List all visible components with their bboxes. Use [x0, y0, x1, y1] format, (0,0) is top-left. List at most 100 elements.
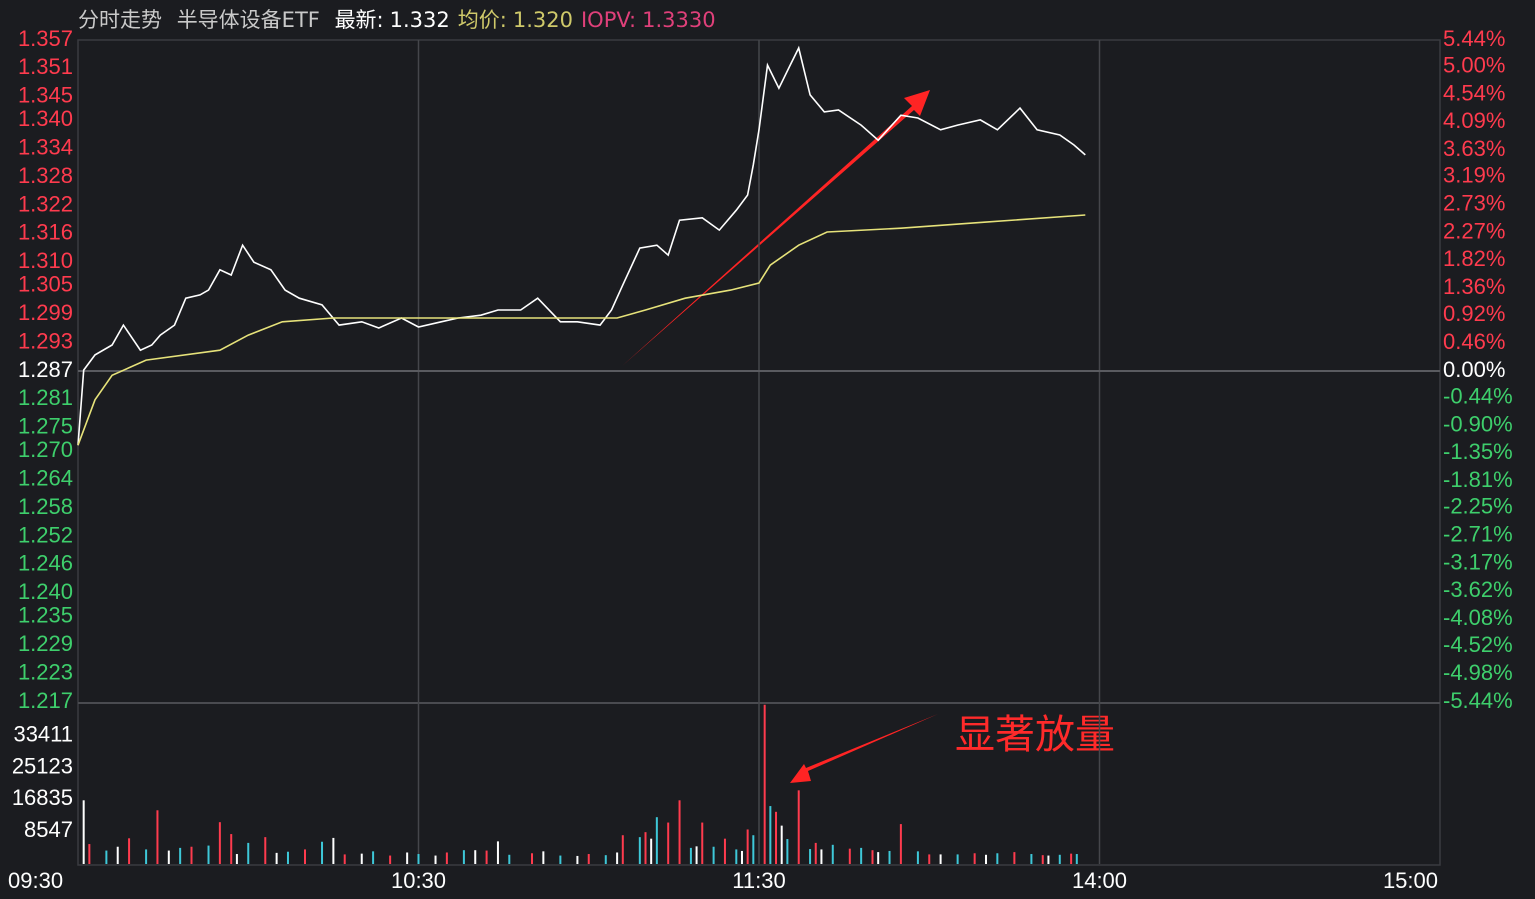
- volume-tick-label: 8547: [24, 817, 73, 842]
- y-tick-label: 1.270: [18, 437, 73, 462]
- stat: 最新: 1.332: [335, 8, 450, 32]
- volume-bar: [899, 824, 902, 864]
- volume-bar: [1075, 854, 1078, 864]
- y2-tick-label: 3.63%: [1443, 136, 1505, 161]
- y-tick-label: 1.357: [18, 26, 73, 51]
- volume-bar: [667, 822, 670, 864]
- volume-bar: [508, 854, 511, 864]
- y2-tick-label: 1.36%: [1443, 274, 1505, 299]
- volume-bar: [406, 852, 409, 864]
- y2-tick-label: 4.54%: [1443, 81, 1505, 106]
- volume-bar: [116, 846, 119, 864]
- volume-bar: [434, 855, 437, 864]
- volume-bar: [996, 853, 999, 864]
- y-tick-label: 1.223: [18, 659, 73, 684]
- y2-tick-label: -4.98%: [1443, 660, 1513, 685]
- volume-bar: [746, 829, 749, 864]
- volume-bar: [689, 847, 692, 864]
- volume-bar: [218, 822, 221, 864]
- y2-tick-label: -1.81%: [1443, 467, 1513, 492]
- volume-bar: [939, 854, 942, 864]
- volume-bar: [797, 790, 800, 864]
- stat: IOPV: 1.3330: [581, 8, 716, 32]
- volume-bar: [360, 853, 363, 864]
- stat-label: IOPV:: [580, 8, 637, 32]
- volume-bar: [1058, 854, 1061, 864]
- volume-bar: [1047, 855, 1050, 864]
- x-tick-label: 14:00: [1072, 868, 1127, 893]
- y-tick-label: 1.334: [18, 135, 73, 160]
- y-tick-label: 1.345: [18, 83, 73, 108]
- volume-bar: [723, 838, 726, 864]
- volume-bar: [235, 854, 238, 864]
- y2-tick-label: 0.46%: [1443, 329, 1505, 354]
- volume-bar: [769, 806, 772, 864]
- price-line: [77, 214, 1086, 446]
- volume-bar: [616, 852, 619, 864]
- volume-tick-label: 25123: [12, 753, 73, 778]
- volume-bar: [735, 849, 738, 864]
- stat-value: 1.3330: [642, 8, 716, 32]
- volume-bar: [247, 842, 250, 864]
- volume-bar: [485, 850, 488, 864]
- volume-bar: [820, 849, 823, 864]
- y-tick-label: 1.310: [18, 248, 73, 273]
- y2-tick-label: -1.35%: [1443, 439, 1513, 464]
- volume-bar: [343, 854, 346, 864]
- volume-bar: [650, 838, 653, 864]
- y-tick-label: 1.316: [18, 220, 73, 245]
- y-tick-label: 1.229: [18, 631, 73, 656]
- y-tick-label: 1.328: [18, 163, 73, 188]
- volume-bar: [559, 855, 562, 864]
- volume-bar: [304, 849, 306, 864]
- stat-value: 1.320: [512, 8, 573, 32]
- volume-tick-label: 16835: [12, 785, 73, 810]
- volume-bar: [128, 838, 131, 864]
- volume-bar: [230, 834, 233, 864]
- header: 分时走势 半导体设备ETF 最新: 1.332 均价: 1.320 IOPV: 1.333…: [78, 4, 724, 34]
- volume-bar: [763, 704, 766, 864]
- y-tick-label: 1.246: [18, 551, 73, 576]
- volume-bar: [286, 851, 289, 864]
- y-tick-label: 1.293: [18, 328, 73, 353]
- volume-bar: [655, 817, 658, 864]
- y2-tick-label: 0.92%: [1443, 301, 1505, 326]
- volume-bar: [871, 850, 874, 864]
- volume-bar: [644, 832, 647, 864]
- volume-bar: [587, 854, 590, 864]
- volume-bar: [621, 835, 624, 864]
- y-tick-label: 1.217: [18, 688, 73, 713]
- volume-bar: [88, 844, 91, 864]
- y-tick-label: 1.252: [18, 522, 73, 547]
- volume-bar: [105, 850, 108, 864]
- volume-bar: [848, 848, 851, 864]
- annotation: 显著放量: [955, 712, 1115, 758]
- volume-bar: [604, 855, 607, 864]
- volume-bar: [740, 850, 743, 864]
- y2-tick-label: -0.44%: [1443, 384, 1513, 409]
- volume-bar: [638, 837, 641, 864]
- volume-bar: [701, 822, 704, 864]
- volume-bar: [775, 811, 778, 864]
- volume-bar: [860, 847, 863, 864]
- volume-bar: [145, 849, 148, 864]
- volume-bar: [264, 837, 267, 864]
- volume-bar: [474, 850, 477, 864]
- annotation-arrow: [622, 90, 930, 366]
- volume-bar: [531, 853, 533, 864]
- volume-bar: [156, 810, 159, 864]
- volume-bar: [973, 853, 976, 864]
- y2-tick-label: 2.27%: [1443, 219, 1505, 244]
- volume-bar: [1070, 853, 1073, 864]
- y-tick-label: 1.287: [18, 357, 73, 382]
- y2-tick-label: 0.00%: [1443, 357, 1505, 382]
- price-line: [77, 45, 1086, 446]
- security-name: 半导体设备ETF: [176, 8, 320, 32]
- y2-tick-label: 2.73%: [1443, 191, 1505, 216]
- volume-bar: [462, 850, 465, 864]
- y2-tick-label: -4.08%: [1443, 605, 1513, 630]
- y2-tick-label: -2.25%: [1443, 494, 1513, 519]
- volume-bar: [752, 835, 755, 864]
- volume-bar: [389, 855, 392, 864]
